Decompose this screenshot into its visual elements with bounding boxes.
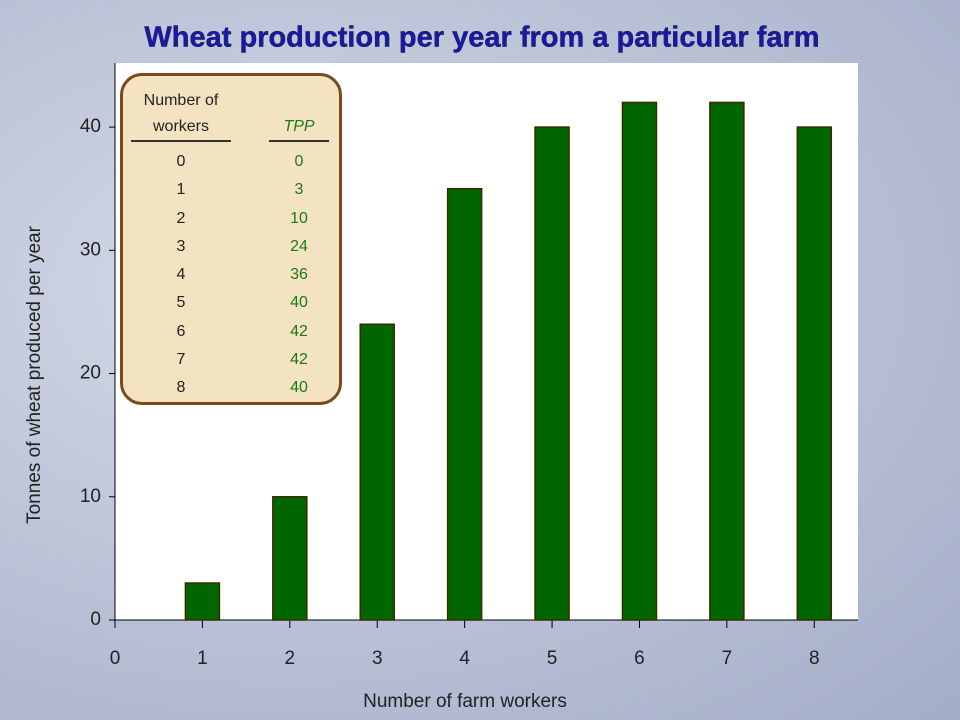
- x-tick-label: 0: [110, 648, 121, 669]
- x-tick-label: 7: [722, 648, 733, 669]
- table-cell: 42: [290, 322, 308, 340]
- x-tick-label: 8: [809, 648, 820, 669]
- cells: 0 1 2 3 4 5 6 7 8: [131, 148, 231, 403]
- table-cell: 3: [294, 181, 304, 199]
- table-cell: 3: [176, 237, 186, 255]
- table-header: Number of workers: [131, 88, 231, 142]
- table-cell: 1: [176, 181, 186, 199]
- table-cell: 40: [290, 294, 308, 312]
- table-cell: 7: [176, 351, 186, 369]
- x-tick-label: 5: [547, 648, 558, 669]
- bar: [359, 323, 395, 621]
- table-cell: 24: [290, 237, 308, 255]
- table-cell: 0: [176, 153, 186, 170]
- x-tick-label: 2: [285, 648, 296, 669]
- table-cell: 2: [176, 209, 186, 227]
- x-tick-label: 4: [459, 648, 470, 669]
- y-axis-label: Tonnes of wheat produced per year: [24, 225, 45, 524]
- table-cell: 8: [176, 379, 186, 397]
- x-tick-label: 6: [634, 648, 645, 669]
- bar: [184, 582, 221, 621]
- workers-column: Number of workers 0 1 2 3 4 5 6 7 8: [131, 88, 231, 403]
- y-tick-label: 0: [90, 609, 101, 630]
- x-axis-label: Number of farm workers: [363, 691, 567, 712]
- chart-title: Wheat production per year from a particu…: [144, 22, 819, 54]
- bar: [621, 101, 658, 621]
- table-cell: 5: [176, 294, 186, 312]
- table-cell: 10: [290, 209, 308, 227]
- bar: [709, 101, 745, 621]
- table-cell: 6: [176, 322, 186, 340]
- tpp-column: TPP 0 3 10 24 36 40 42 42 40: [269, 114, 329, 403]
- y-tick-label: 20: [80, 363, 101, 384]
- bar: [796, 126, 833, 621]
- table-header: TPP: [269, 114, 329, 142]
- y-tick-label: 10: [80, 486, 101, 507]
- table-cell: 42: [290, 351, 308, 369]
- table-cell: 40: [290, 379, 308, 397]
- table-cell: 36: [290, 266, 308, 284]
- table-cell: 0: [294, 153, 304, 170]
- y-tick-label: 30: [80, 239, 101, 260]
- x-tick-label: 1: [197, 648, 208, 669]
- table-cell: 4: [176, 266, 186, 284]
- cells: 0 3 10 24 36 40 42 42 40: [269, 148, 329, 403]
- y-tick-label: 40: [80, 116, 101, 137]
- bar: [534, 126, 570, 621]
- bar: [446, 187, 483, 621]
- bar: [272, 496, 308, 621]
- x-tick-label: 3: [372, 648, 383, 669]
- inset-table: Number of workers 0 1 2 3 4 5 6 7 8 TPP 0 3 10 24 36…: [120, 73, 342, 405]
